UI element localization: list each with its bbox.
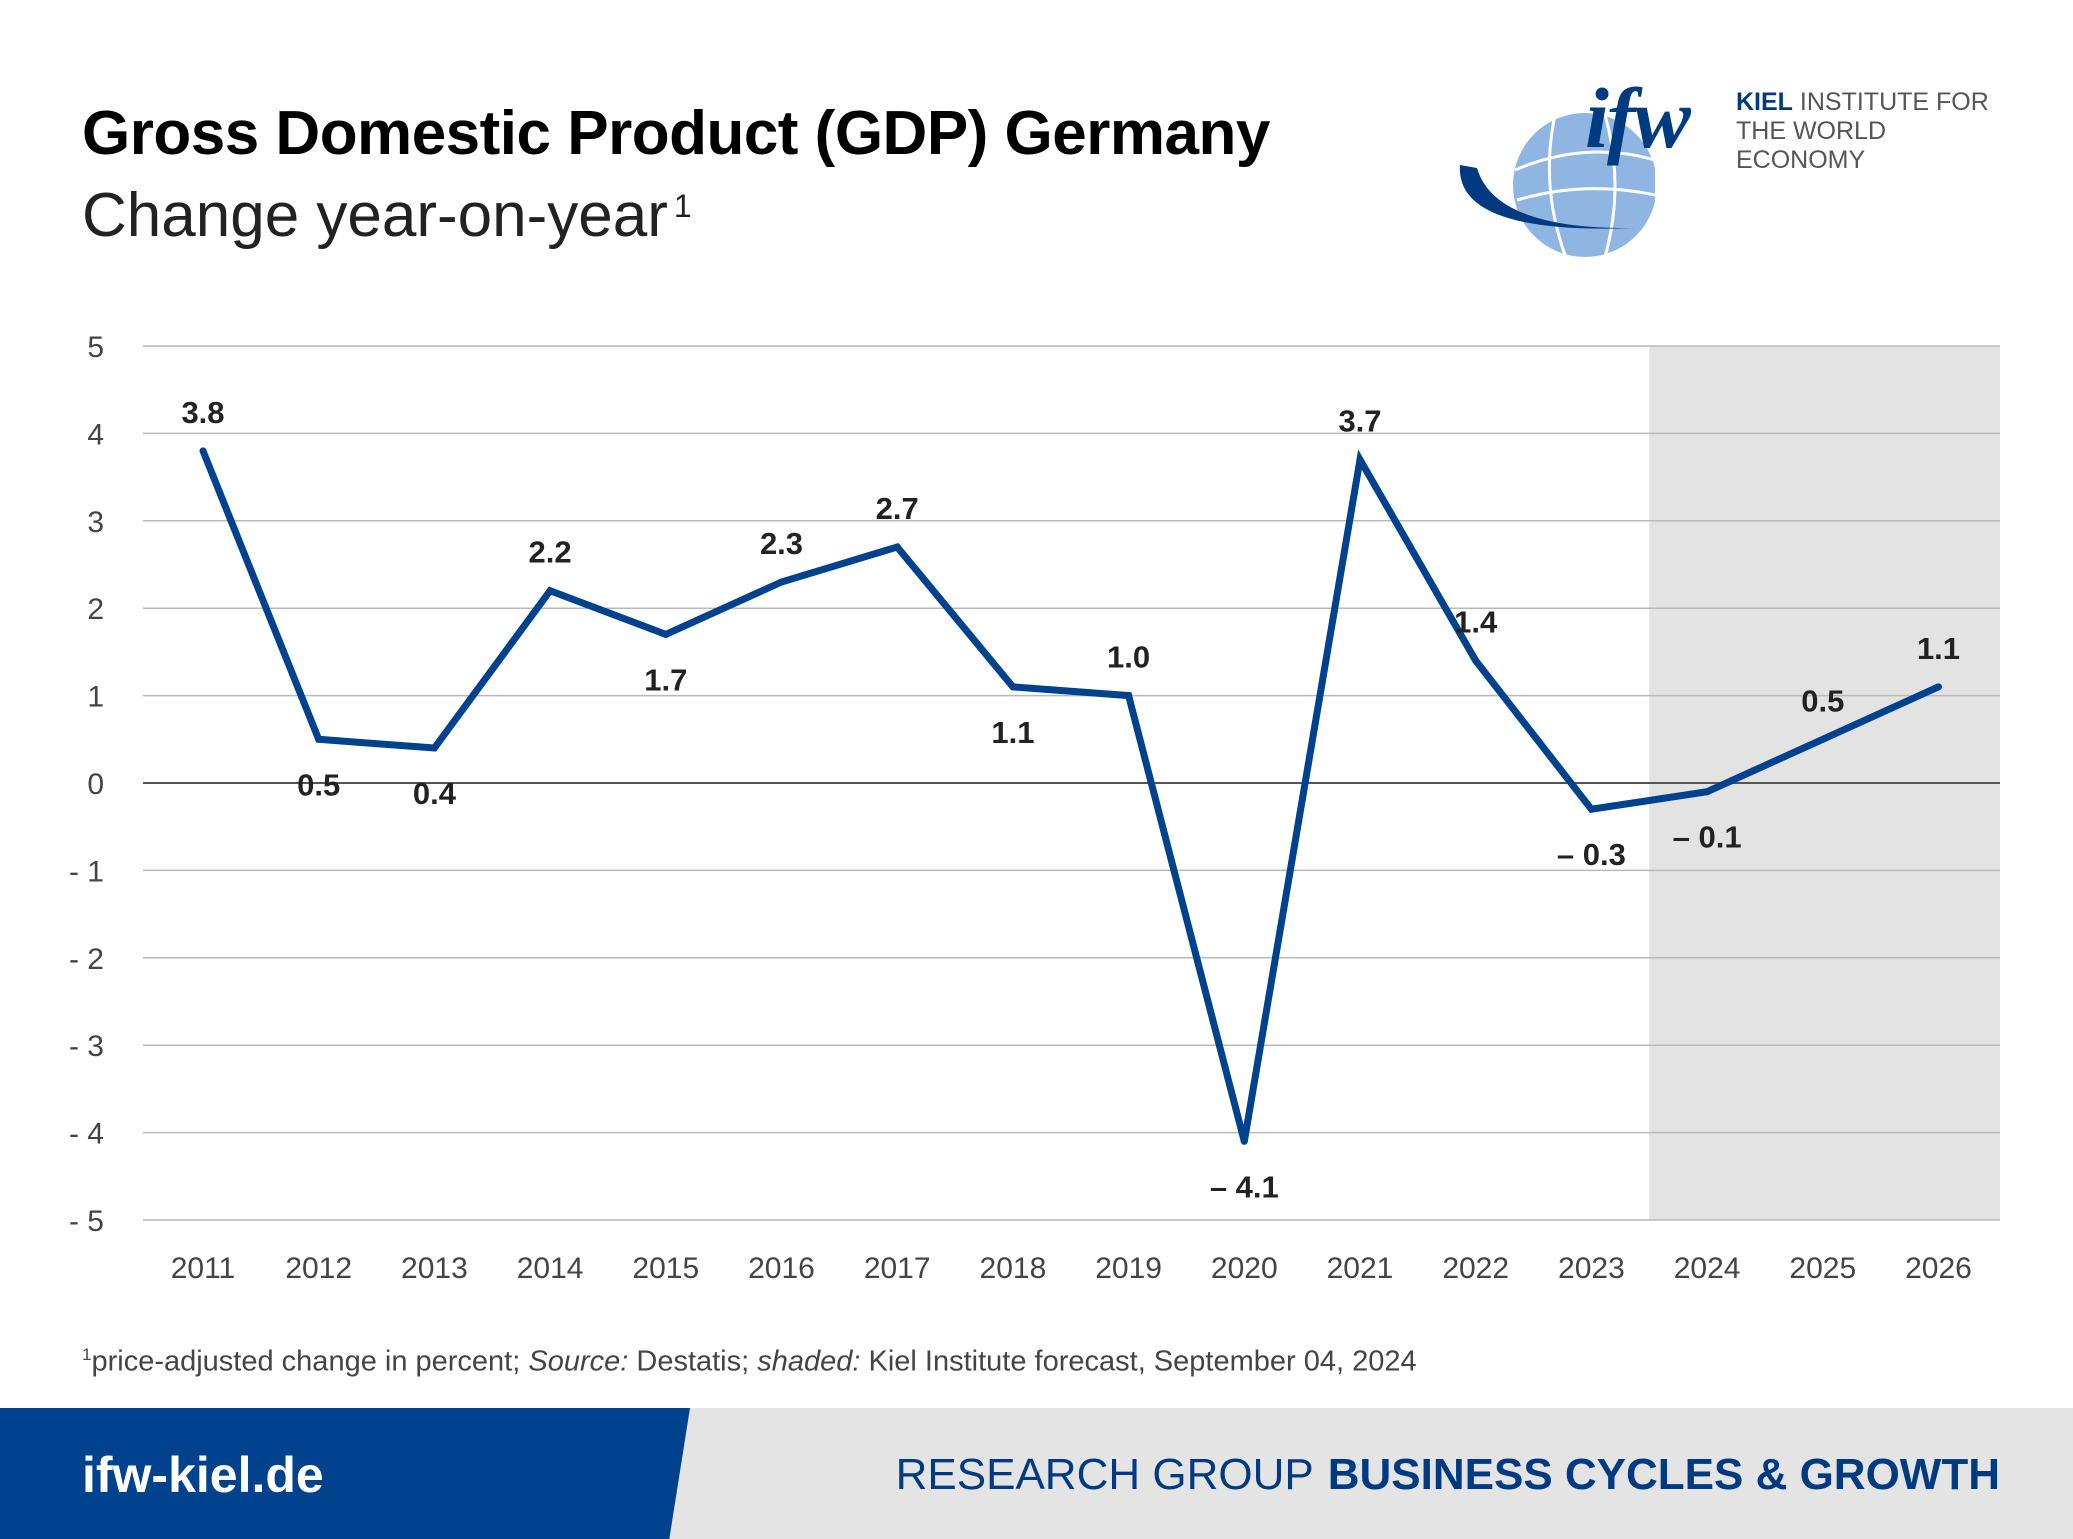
page-subtitle: Change year-on-year 1 (82, 180, 692, 251)
x-tick-label: 2017 (864, 1252, 931, 1285)
data-point (1240, 1137, 1248, 1145)
y-tick-label: - 2 (69, 943, 104, 976)
y-tick-label: 2 (87, 593, 104, 626)
logo-line2: THE WORLD ECONOMY (1736, 117, 1886, 174)
data-point (1935, 683, 1942, 691)
data-label: 2.2 (529, 535, 572, 570)
subtitle-text: Change year-on-year (82, 181, 668, 250)
x-tick-label: 2018 (980, 1252, 1047, 1285)
data-point (546, 587, 554, 595)
x-tick-label: 2013 (401, 1252, 468, 1285)
footer-research-group: RESEARCH GROUP BUSINESS CYCLES & GROWTH (896, 1450, 2000, 1500)
data-point (430, 744, 438, 752)
footnote-source-label: Source: (528, 1345, 629, 1378)
y-tick-label: 3 (87, 506, 104, 539)
data-point (778, 578, 785, 586)
gdp-series-line (199, 449, 1940, 1143)
footnote-shaded-label: shaded: (757, 1345, 861, 1378)
data-label: 3.7 (1338, 404, 1381, 439)
data-label: 0.5 (1801, 683, 1844, 718)
data-label: – 0.1 (1673, 820, 1742, 855)
footnote-text-a: price-adjusted change in percent; (91, 1345, 529, 1378)
data-label: 0.5 (297, 767, 340, 802)
x-tick-label: 2020 (1211, 1252, 1278, 1285)
footer-group-label: RESEARCH GROUP (895, 1450, 1314, 1499)
y-tick-label: - 3 (69, 1030, 104, 1063)
x-tick-label: 2012 (285, 1252, 352, 1285)
data-point (893, 543, 901, 551)
data-point (1356, 456, 1364, 464)
x-tick-label: 2022 (1442, 1252, 1509, 1285)
data-label: 3.8 (181, 395, 224, 430)
x-tick-label: 2026 (1905, 1252, 1972, 1285)
data-point (1009, 683, 1017, 691)
footer-group-name: BUSINESS CYCLES & GROWTH (1327, 1450, 2000, 1499)
x-tick-label: 2011 (171, 1252, 236, 1285)
data-point (1703, 788, 1711, 796)
footnote-text-b: Destatis; (628, 1345, 758, 1378)
data-label: 1.1 (1917, 631, 1960, 666)
data-point (1472, 657, 1480, 665)
data-point (1819, 735, 1827, 743)
y-tick-label: - 4 (69, 1118, 104, 1151)
x-tick-label: 2021 (1327, 1252, 1394, 1285)
x-tick-label: 2023 (1558, 1252, 1625, 1285)
y-tick-label: - 5 (69, 1205, 104, 1238)
x-tick-label: 2014 (517, 1252, 584, 1285)
logo-mark: ifw (1585, 70, 1691, 166)
footnote-mark: 1 (82, 1345, 92, 1364)
data-label: – 0.3 (1557, 837, 1626, 872)
x-tick-label: 2019 (1095, 1252, 1162, 1285)
data-point (315, 735, 323, 743)
y-tick-label: - 1 (69, 855, 104, 888)
data-label: – 4.1 (1210, 1169, 1279, 1204)
logo-text: KIEL INSTITUTE FOR THE WORLD ECONOMY (1736, 88, 2015, 175)
x-tick-label: 2015 (632, 1252, 699, 1285)
data-label: 2.3 (760, 526, 803, 561)
page-title: Gross Domestic Product (GDP) Germany (82, 99, 1270, 168)
footnote: 1price-adjusted change in percent; Sourc… (82, 1345, 1417, 1379)
ifw-logo: ifw KIEL INSTITUTE FOR THE WORLD ECONOMY (1455, 60, 2015, 270)
y-tick-label: 1 (87, 681, 104, 714)
data-label: 1.0 (1107, 640, 1150, 675)
data-label: 0.4 (413, 776, 457, 811)
y-tick-label: 5 (87, 331, 104, 364)
data-label: 1.1 (991, 715, 1034, 750)
y-tick-label: 4 (87, 418, 104, 451)
data-point (1125, 692, 1133, 700)
data-label: 1.7 (644, 662, 687, 697)
footer-bar: ifw-kiel.de RESEARCH GROUP BUSINESS CYCLE… (0, 1408, 2073, 1539)
data-label: 2.7 (876, 491, 919, 526)
x-tick-label: 2024 (1674, 1252, 1741, 1285)
logo-line1-bold: KIEL (1736, 88, 1793, 116)
gdp-line-chart: 5 4 3 2 1 0 - 1 - 2 - 3 - 4 - 5 2011 2012 2013 2014 201… (69, 331, 2000, 1285)
y-tick-label: 0 (87, 768, 104, 801)
logo-line1-rest: INSTITUTE FOR (1799, 88, 1989, 116)
data-point (662, 630, 670, 638)
footer-url-panel (0, 1408, 690, 1539)
footnote-text-c: Kiel Institute forecast, September 04, 2… (860, 1345, 1417, 1378)
subtitle-footnote-mark: 1 (673, 188, 692, 224)
footer-url-link[interactable]: ifw-kiel.de (82, 1447, 324, 1503)
data-point (199, 447, 207, 455)
x-tick-label: 2016 (748, 1252, 815, 1285)
x-tick-label: 2025 (1789, 1252, 1856, 1285)
data-point (1587, 805, 1595, 813)
globe-icon (1459, 113, 1655, 258)
data-label: 1.4 (1454, 605, 1498, 640)
